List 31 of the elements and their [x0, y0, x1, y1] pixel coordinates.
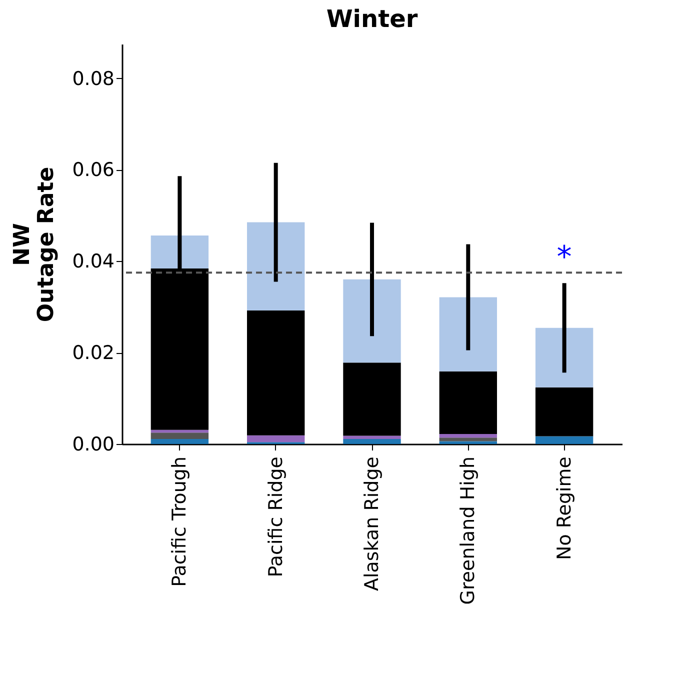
bar: [150, 430, 209, 433]
bar: [535, 328, 594, 388]
bar: [247, 435, 305, 442]
y-tick-label: 0.06: [72, 159, 114, 182]
bar: [439, 441, 497, 444]
y-axis-title: NW Outage Rate: [10, 166, 60, 322]
x-tick-label: Alaskan Ridge: [361, 456, 383, 592]
y-tick-label: 0.02: [72, 342, 114, 364]
bar: [343, 436, 401, 439]
bar: [343, 438, 401, 444]
bar: [535, 387, 594, 436]
annotation: *: [556, 240, 572, 275]
bar: [150, 438, 209, 444]
x-tick-label: Greenland High: [457, 456, 480, 605]
bar: [247, 310, 305, 436]
bar: [150, 432, 209, 439]
bar: [343, 362, 401, 436]
y-tick-label: 0.04: [72, 250, 114, 273]
x-tick-label: Pacific Trough: [168, 456, 191, 587]
y-tick-label: 0.00: [72, 434, 114, 456]
bar: [439, 438, 497, 442]
chart-title: Winter: [326, 5, 418, 33]
x-tick-label: No Regime: [553, 456, 576, 560]
bar: [247, 222, 305, 311]
y-tick-label: 0.08: [72, 68, 114, 90]
bar: [439, 371, 497, 434]
bar: [535, 436, 594, 444]
bar: [343, 279, 401, 363]
bar: [439, 297, 497, 372]
bar: [439, 434, 497, 438]
x-tick-label: Pacific Ridge: [264, 456, 287, 578]
